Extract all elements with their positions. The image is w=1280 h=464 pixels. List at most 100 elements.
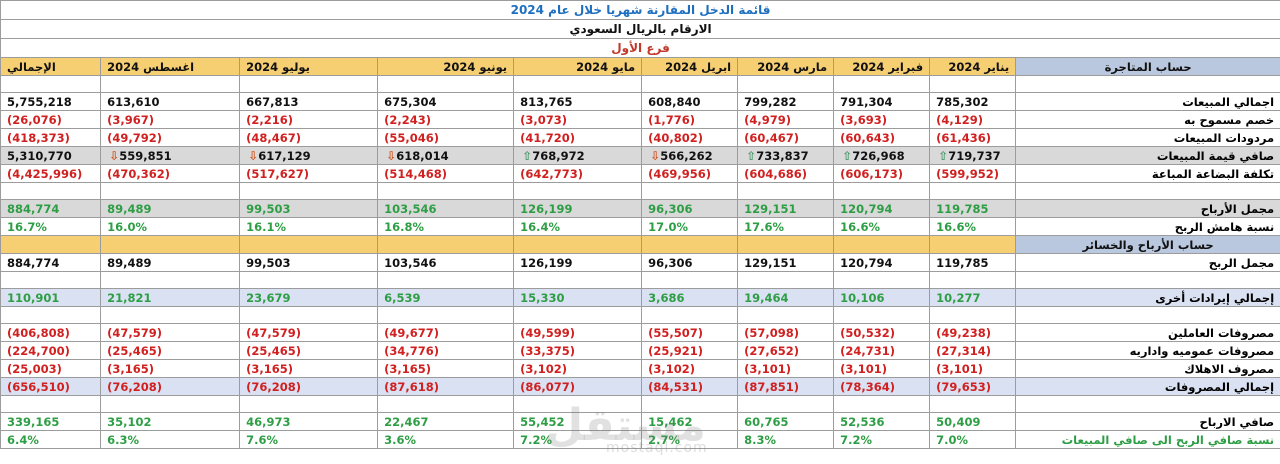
value-text: (76,208) — [246, 379, 302, 394]
total-cell: 5,310,770 — [0, 146, 102, 165]
total-cell: (26,076) — [0, 110, 102, 129]
total-header: الإجمالي — [0, 57, 102, 76]
row-discount: خصم مسموح به (4,129) (3,693) (4,979) (1,776)… — [0, 110, 1280, 129]
value-text: 16.0% — [107, 219, 148, 234]
empty-cell — [377, 306, 515, 324]
value-cell: (87,851) — [737, 377, 835, 396]
value-cell: 119,785 — [929, 199, 1017, 218]
value-text: 10,106 — [840, 290, 885, 305]
arrow-up-icon: ⇧ — [746, 148, 757, 163]
total-cell: (406,808) — [0, 323, 102, 342]
value-cell: (61,436) — [929, 128, 1017, 147]
value-text: (3,165) — [246, 361, 294, 376]
empty-cell — [641, 306, 739, 324]
value-text: (606,173) — [840, 166, 904, 181]
empty-cell — [100, 306, 241, 324]
value-cell: (3,165) — [100, 359, 241, 378]
empty-cell — [641, 271, 739, 289]
value-text: 96,306 — [648, 201, 693, 216]
empty-cell — [833, 182, 931, 200]
value-text: (48,467) — [246, 130, 302, 145]
value-cell: 17.6% — [737, 217, 835, 236]
value-cell: 613,610 — [100, 92, 241, 111]
row-total-expenses: إجمالي المصروفات (79,653) (78,364) (87,851)… — [0, 377, 1280, 396]
value-text: 667,813 — [246, 94, 299, 109]
empty-cell — [0, 395, 102, 413]
empty-cell — [100, 75, 241, 93]
value-text: 126,199 — [520, 201, 573, 216]
value-text: 726,968 — [852, 148, 905, 163]
value-cell: ⇩ 617,129 — [239, 146, 379, 165]
value-cell: (49,792) — [100, 128, 241, 147]
value-text: 768,972 — [532, 148, 585, 163]
empty-cell — [929, 235, 1017, 254]
value-text: (3,693) — [840, 112, 888, 127]
value-text: (57,098) — [744, 325, 800, 340]
value-cell: 3,686 — [641, 288, 739, 307]
value-text: 50,409 — [936, 414, 981, 429]
value-text: (34,776) — [384, 343, 440, 358]
month-header: ابريل 2024 — [641, 57, 739, 76]
empty-cell — [100, 182, 241, 200]
total-cell: 884,774 — [0, 199, 102, 218]
empty-cell — [239, 235, 379, 254]
value-cell: (86,077) — [513, 377, 643, 396]
empty-cell — [0, 235, 102, 254]
empty-cell — [929, 182, 1017, 200]
value-text: 16.4% — [520, 219, 561, 234]
report-title: قائمة الدخل المقارنة شهريا خلال عام 2024 — [0, 0, 1280, 20]
section-header-trading: حساب المتاجرة — [1015, 57, 1280, 76]
value-cell: (517,627) — [239, 164, 379, 183]
value-cell: 675,304 — [377, 92, 515, 111]
row-label: مصروف الاهلاك — [1015, 359, 1280, 378]
value-cell: (24,731) — [833, 341, 931, 360]
row-gross-margin: نسبة هامش الربح 16.6% 16.6% 17.6% 17.0% 16.4%… — [0, 217, 1280, 236]
row-label: إجمالي المصروفات — [1015, 377, 1280, 396]
value-text: (642,773) — [520, 166, 584, 181]
row-salaries: مصروفات العاملين (49,238) (50,532) (57,098)… — [0, 323, 1280, 342]
value-text: (86,077) — [520, 379, 576, 394]
empty-cell — [833, 271, 931, 289]
value-cell: 50,409 — [929, 412, 1017, 431]
month-header: يوليو 2024 — [239, 57, 379, 76]
value-cell: (55,507) — [641, 323, 739, 342]
value-cell: 99,503 — [239, 253, 379, 272]
value-cell: (3,693) — [833, 110, 931, 129]
value-cell: 16.0% — [100, 217, 241, 236]
value-text: 785,302 — [936, 94, 989, 109]
value-text: (4,129) — [936, 112, 984, 127]
value-text: (84,531) — [648, 379, 704, 394]
empty-cell — [513, 75, 643, 93]
empty-cell — [513, 271, 643, 289]
value-text: 126,199 — [520, 255, 573, 270]
total-cell: 16.7% — [0, 217, 102, 236]
month-header: يونيو 2024 — [377, 57, 515, 76]
value-cell: ⇧ 768,972 — [513, 146, 643, 165]
value-cell: (4,979) — [737, 110, 835, 129]
value-text: 19,464 — [744, 290, 789, 305]
value-text: (3,102) — [520, 361, 568, 376]
value-text: 559,851 — [119, 148, 172, 163]
section-row: حساب الأرباح والخسائر — [0, 235, 1280, 254]
arrow-up-icon: ⇧ — [938, 148, 949, 163]
value-text: 733,837 — [756, 148, 809, 163]
value-cell: (3,073) — [513, 110, 643, 129]
value-text: 6,539 — [384, 290, 421, 305]
empty-cell — [513, 235, 643, 254]
value-text: 89,489 — [107, 201, 152, 216]
value-cell: (470,362) — [100, 164, 241, 183]
value-text: (87,851) — [744, 379, 800, 394]
value-cell: 129,151 — [737, 199, 835, 218]
value-cell: (469,956) — [641, 164, 739, 183]
empty-cell — [1015, 182, 1280, 200]
value-text: (514,468) — [384, 166, 448, 181]
empty-cell — [0, 75, 102, 93]
value-text: (517,627) — [246, 166, 310, 181]
spacer-row — [0, 75, 1280, 93]
value-text: (25,465) — [107, 343, 163, 358]
value-text: 16.6% — [936, 219, 977, 234]
value-cell: (50,532) — [833, 323, 931, 342]
value-text: 719,737 — [948, 148, 1001, 163]
value-cell: (3,102) — [641, 359, 739, 378]
